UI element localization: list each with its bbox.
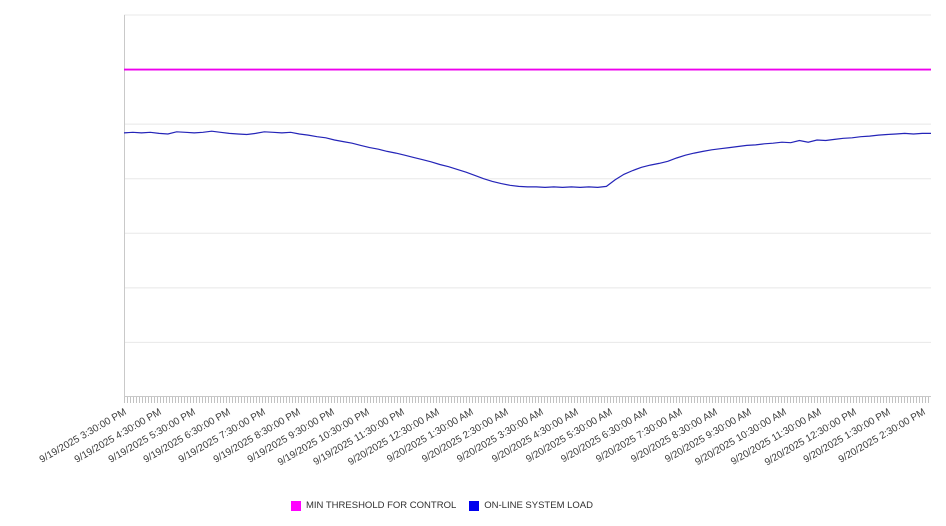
load-swatch-icon bbox=[469, 500, 480, 511]
legend-item-min-threshold[interactable]: MIN THRESHOLD FOR CONTROL bbox=[290, 500, 457, 511]
legend-label-min-threshold: MIN THRESHOLD FOR CONTROL bbox=[305, 500, 457, 511]
threshold-swatch-icon bbox=[290, 500, 301, 511]
system-load-line bbox=[123, 130, 931, 189]
x-axis-minor-ticks bbox=[124, 397, 931, 403]
legend-item-system-load[interactable]: ON-LINE SYSTEM LOAD bbox=[469, 500, 593, 511]
plot-area bbox=[123, 14, 931, 397]
legend-label-system-load: ON-LINE SYSTEM LOAD bbox=[484, 500, 593, 511]
legend: MIN THRESHOLD FOR CONTROL ON-LINE SYSTEM… bbox=[0, 500, 915, 511]
